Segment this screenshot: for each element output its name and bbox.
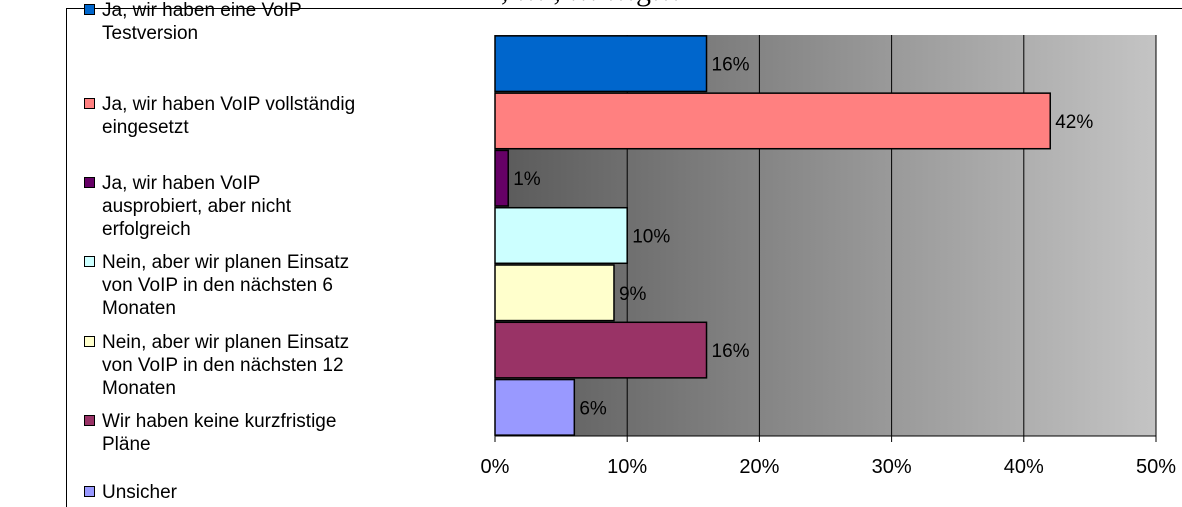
bar-value-label: 42% — [1055, 112, 1093, 133]
legend-label-line: Unsicher — [102, 482, 177, 503]
x-tick-label: 30% — [872, 456, 912, 478]
legend-label-line: ausprobiert, aber nicht — [102, 196, 292, 217]
legend-label: Ja, wir haben eine VoIP Testversion — [102, 0, 422, 45]
legend-swatch — [84, 415, 95, 426]
legend-swatch — [84, 256, 95, 267]
legend-label: Nein, aber wir planen Einsatz von VoIP in… — [102, 251, 422, 320]
legend-label-line: Monaten — [102, 378, 176, 399]
legend-label-line: Wir haben keine kurzfristige — [102, 411, 337, 432]
x-tick-label: 10% — [607, 456, 647, 478]
frame-left-border — [66, 8, 67, 507]
bar-value-label: 1% — [513, 169, 541, 190]
bar-value-label: 16% — [712, 55, 750, 76]
legend-swatch — [84, 98, 95, 109]
x-axis: 0% 10% 20% 30% 40% 50% — [481, 35, 1176, 478]
bar-value-label: 9% — [619, 284, 647, 305]
x-tick-label: 20% — [739, 456, 779, 478]
legend-swatch — [84, 486, 95, 497]
legend-label-line: Monaten — [102, 298, 176, 319]
legend-swatch — [84, 4, 95, 15]
bar — [494, 149, 509, 207]
legend-label-line: Ja, wir haben VoIP vollständig — [102, 94, 356, 115]
legend-label-line: erfolgreich — [102, 219, 191, 240]
legend-label-line: eingesetzt — [102, 117, 189, 138]
legend-swatch — [84, 177, 95, 188]
x-tick-label: 40% — [1004, 456, 1044, 478]
bar-value-label: 16% — [712, 341, 750, 362]
bar-labels: 16% 42% 1% 10% 9% 16% 6% — [513, 55, 1093, 420]
legend-label-line: von VoIP in den nächsten 6 — [102, 275, 333, 296]
bar — [494, 35, 708, 93]
bar-value-label: 6% — [579, 398, 607, 419]
bar — [494, 264, 615, 322]
legend-label-line: Testversion — [102, 23, 199, 44]
bar — [494, 321, 708, 379]
frame-top-border — [66, 8, 1182, 9]
legend-label-line: Nein, aber wir planen Einsatz — [102, 252, 350, 273]
legend-label-line: Ja, wir haben eine VoIP — [102, 0, 302, 21]
x-tick-label: 0% — [481, 456, 510, 478]
bar-value-label: 10% — [632, 227, 670, 248]
legend-label: Wir haben keine kurzfristige Pläne — [102, 410, 422, 456]
legend-label: Unsicher — [102, 481, 422, 504]
bar — [494, 378, 576, 436]
bars — [494, 35, 1051, 436]
legend-label: Ja, wir haben VoIP ausprobiert, aber nich… — [102, 172, 422, 241]
legend-label: Nein, aber wir planen Einsatz von VoIP in… — [102, 331, 422, 400]
legend-label: Ja, wir haben VoIP vollständig eingesetzt — [102, 93, 422, 139]
cropped-header-text: , … , … …g… — [0, 0, 1182, 8]
legend-swatch — [84, 336, 95, 347]
legend-label-line: von VoIP in den nächsten 12 — [102, 355, 344, 376]
legend-label-line: Nein, aber wir planen Einsatz — [102, 332, 350, 353]
legend-label-line: Ja, wir haben VoIP — [102, 173, 261, 194]
bar — [494, 206, 628, 265]
bar — [494, 92, 1051, 150]
x-tick-label: 50% — [1136, 456, 1176, 478]
legend-label-line: Pläne — [102, 434, 151, 455]
chart-legend: Ja, wir haben eine VoIP Testversion Ja, wi… — [84, 0, 424, 507]
